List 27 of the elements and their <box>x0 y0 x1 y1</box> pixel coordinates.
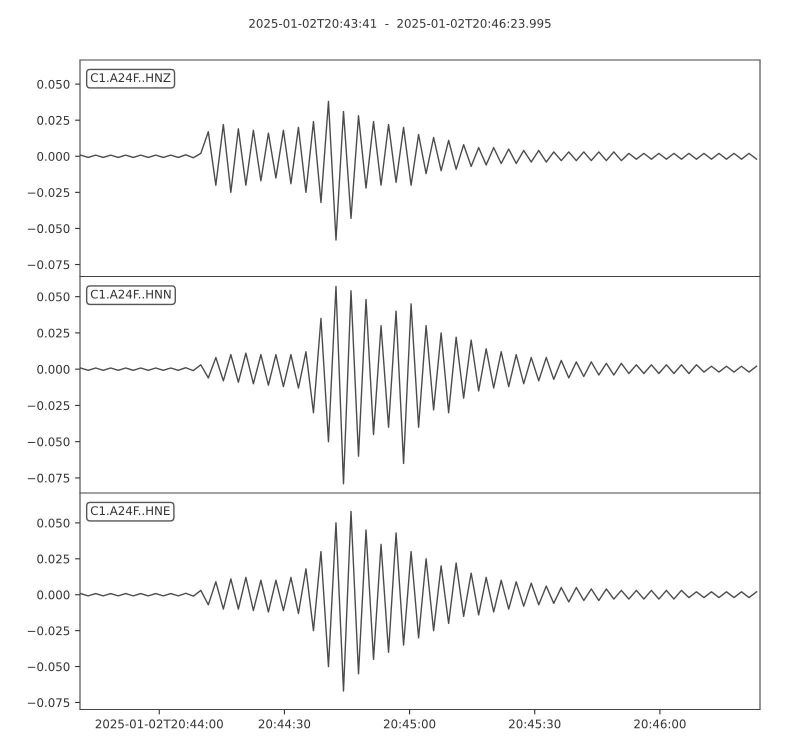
x-tick-label: 20:44:30 <box>258 719 310 728</box>
y-tick-label: 0.000 <box>37 590 70 600</box>
y-tick-label: 0.050 <box>37 518 70 528</box>
text: C1.A24F..HNE <box>90 506 170 516</box>
y-tick-label: −0.075 <box>28 698 70 708</box>
y-tick-label: 0.000 <box>37 364 70 374</box>
y-tick-label: 0.025 <box>37 116 70 125</box>
y-tick-label: −0.050 <box>28 437 70 446</box>
y-tick-label: 0.025 <box>37 554 70 564</box>
y-tick-label: −0.050 <box>28 224 70 234</box>
y-tick-label: −0.025 <box>28 188 70 198</box>
text: C1.A24F..HNZ <box>90 73 170 82</box>
y-tick-label: 0.050 <box>37 80 70 89</box>
y-tick-label: 0.000 <box>37 152 70 161</box>
chart-title: 2025-01-02T20:43:41 - 2025-01-02T20:46:23.995 <box>249 18 551 28</box>
y-tick-label: −0.025 <box>28 401 70 410</box>
y-tick-label: 0.025 <box>37 328 70 338</box>
y-tick-label: −0.075 <box>28 260 70 270</box>
x-tick-label: 20:45:00 <box>384 719 436 728</box>
text: C1.A24F..HNN <box>90 290 171 299</box>
y-tick-label: 0.050 <box>37 292 70 302</box>
y-tick-label: −0.050 <box>28 662 70 672</box>
x-tick-label: 2025-01-02T20:44:00 <box>96 719 223 728</box>
y-tick-label: −0.075 <box>28 474 70 483</box>
x-tick-label: 20:46:00 <box>634 719 686 728</box>
x-tick-label: 20:45:30 <box>509 719 560 728</box>
y-tick-label: −0.025 <box>28 626 70 636</box>
